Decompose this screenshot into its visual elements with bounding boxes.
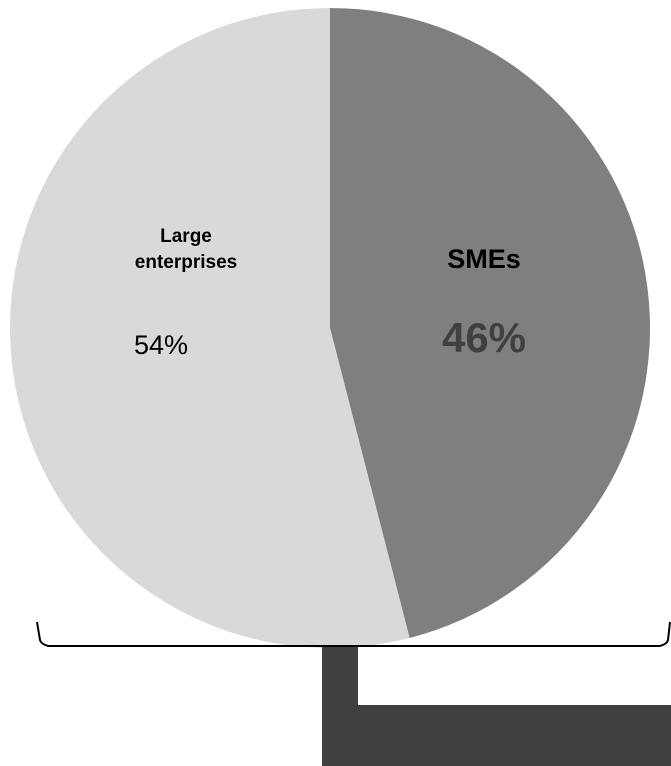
pie-slice-large-enterprises xyxy=(9,8,410,649)
slices-layer xyxy=(9,8,650,649)
slice-value-label: 54% xyxy=(134,330,188,360)
slice-name-label: Large enterprises xyxy=(135,226,237,273)
labels-layer: SMEs 46% Large enterprises 54% xyxy=(134,226,526,361)
slice-name-line: Large xyxy=(160,226,212,247)
connector-bar-horizontal xyxy=(322,705,671,766)
slice-name-label: SMEs xyxy=(447,244,521,274)
slice-value-label: 46% xyxy=(442,314,526,361)
bracket-line xyxy=(36,621,671,647)
pie-slice-smes xyxy=(330,8,650,638)
slice-name-line: SMEs xyxy=(447,244,521,274)
slice-name-line: enterprises xyxy=(135,252,237,273)
